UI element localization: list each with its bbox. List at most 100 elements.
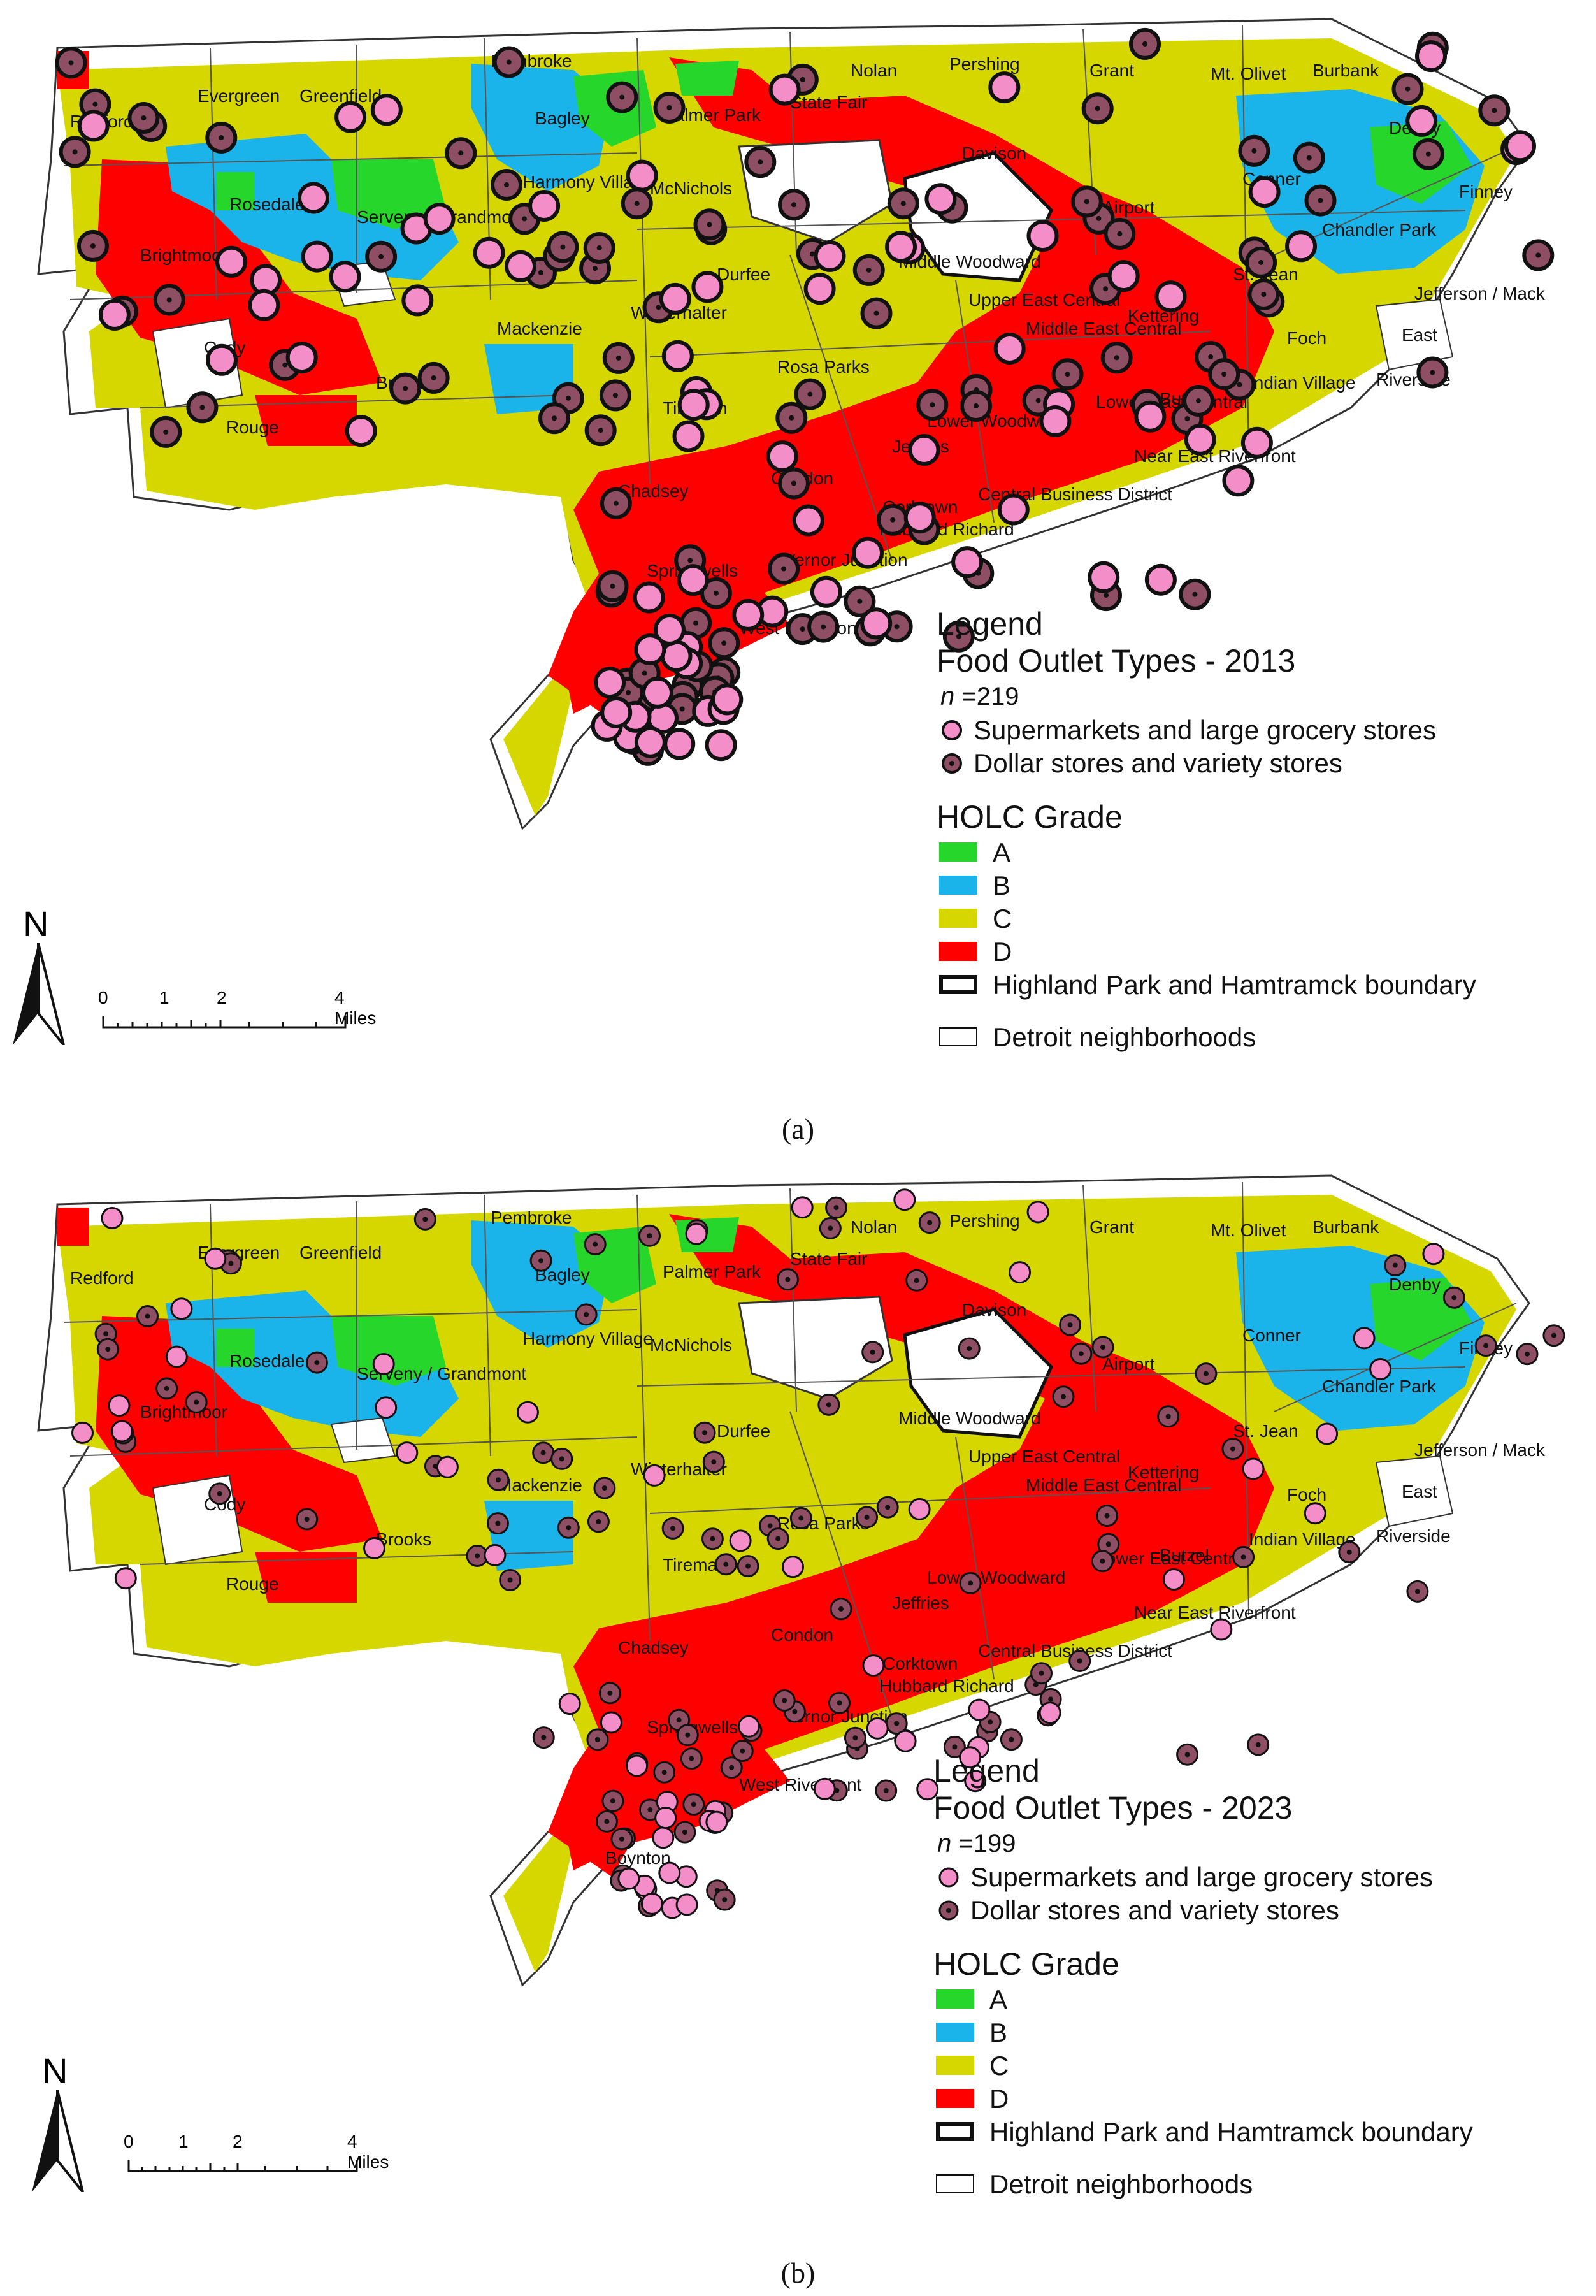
supermarket-point: [505, 250, 536, 282]
legend-n-symbol: n: [937, 1830, 952, 1858]
neighborhood-label: Evergreen: [198, 86, 280, 106]
supermarket-point: [685, 1222, 708, 1245]
supermarket-point: [334, 101, 367, 133]
supermarket-point: [1162, 1568, 1185, 1591]
neighborhood-label: Jeffries: [892, 1593, 949, 1613]
neighborhood-label: State Fair: [790, 1249, 867, 1269]
supermarket-point: [528, 190, 561, 222]
neighborhood-label: East: [1402, 325, 1437, 345]
supermarket-point: [803, 273, 836, 305]
dollar-store-point-center: [890, 517, 896, 523]
supermarket-point: [206, 343, 238, 376]
neighborhood-label: Rosedale: [229, 1351, 305, 1371]
neighborhood-label: Lower East Central: [1096, 392, 1247, 412]
scale-tick-0: 0: [124, 2132, 134, 2151]
supermarket-point: [813, 1777, 836, 1800]
supermarket-point: [626, 1754, 649, 1777]
legend-subtitle: Food Outlet Types - 2023: [933, 1790, 1293, 1826]
neighborhood-label: Grant: [1089, 1217, 1134, 1237]
dollar-store-point-center: [914, 1278, 919, 1283]
supermarket-point: [729, 1529, 752, 1552]
dollar-store-point-center: [894, 1721, 900, 1726]
north-label: N: [42, 2051, 68, 2091]
supermarket-point: [617, 1867, 640, 1890]
dollar-store-point-center: [1306, 155, 1312, 161]
legend-n: n =199: [937, 1826, 1577, 1861]
supermarket-point: [894, 1729, 917, 1752]
dollar-store-point-center: [809, 251, 815, 257]
neighborhood-label: Vernor Junction: [784, 550, 908, 570]
dollar-store-point-center: [873, 310, 879, 316]
legend-grade-c: C: [933, 2049, 1577, 2083]
north-arrow-2013: N: [6, 905, 70, 1048]
legend-title: Legend: [933, 1753, 1040, 1789]
dollar-store-symbol-icon: [938, 1900, 959, 1921]
dollar-store-point-center: [1551, 1332, 1556, 1338]
supermarket-point: [372, 1353, 395, 1375]
dollar-store-point-center: [1184, 416, 1190, 422]
dollar-store-point-center: [1392, 1262, 1398, 1268]
dollar-store-point-center: [798, 1515, 804, 1521]
dollar-store-point-center: [642, 670, 647, 676]
legend-n-symbol: n: [940, 682, 955, 711]
dollar-store-point-center: [1203, 1371, 1209, 1376]
legend-dollar-row: Dollar stores and variety stores: [933, 1894, 1577, 1927]
supermarket-point: [908, 1498, 931, 1520]
supermarket-point: [600, 1711, 622, 1734]
supermarket-point: [345, 415, 377, 447]
supermarket-point: [101, 1207, 124, 1229]
dollar-store-point-center: [1535, 252, 1541, 258]
dollar-store-point-center: [1237, 382, 1242, 387]
dollar-store-point-center: [1084, 199, 1089, 205]
neighborhood-label: Finney: [1459, 182, 1513, 201]
supermarket-point: [1088, 561, 1120, 593]
supermarket-point: [677, 389, 710, 421]
dollar-store-point-center: [72, 149, 78, 155]
supermarket-point: [634, 633, 666, 666]
grade-a-swatch: [939, 842, 977, 862]
supermarket-point: [997, 493, 1030, 526]
supermarket-point: [852, 537, 884, 569]
dollar-store-point-center: [1414, 1589, 1420, 1594]
supermarket-point: [672, 420, 705, 452]
food-outlet-points-2023: [71, 1188, 1565, 1919]
neighborhood-label: Butzel: [1160, 1545, 1209, 1565]
dollar-store-point-center: [1048, 1696, 1054, 1702]
dollar-store-point-center: [837, 1700, 842, 1706]
dollar-store-point-center: [506, 59, 512, 65]
neighborhood-label: Jefferson / Mack: [1414, 1440, 1546, 1460]
dollar-store-point-center: [722, 1897, 728, 1903]
neighborhood-label: Davison: [962, 143, 1026, 163]
dollar-store-point-center: [713, 590, 719, 596]
supermarket-point: [1134, 400, 1167, 433]
dollar-store-point-center: [838, 1606, 844, 1612]
supermarket-point: [285, 342, 318, 374]
supermarket-point: [705, 729, 737, 762]
grade-d-swatch: [939, 942, 977, 961]
dollar-store-point-center: [927, 1220, 933, 1225]
dollar-store-point-center: [403, 386, 408, 391]
supermarket-point: [862, 1654, 885, 1677]
supermarket-point: [792, 504, 824, 537]
dollar-store-point-center: [729, 1765, 735, 1770]
neighborhood-swatch: [936, 2174, 974, 2193]
scale-tick-4: 4 Miles: [334, 988, 377, 1028]
dollar-store-point-center: [833, 1205, 839, 1211]
dollar-store-point-center: [894, 624, 900, 630]
dollar-store-point-center: [661, 1770, 667, 1775]
dollar-store-point-center: [596, 245, 602, 250]
dollar-store-point-center: [828, 1225, 833, 1231]
dollar-store-point-center: [682, 1830, 687, 1835]
supermarket-point: [766, 440, 798, 473]
supermarket-point: [964, 1770, 987, 1793]
supermarket-point: [396, 1441, 419, 1464]
food-outlet-points-2013: [55, 27, 1555, 766]
dollar-store-point-center: [619, 1836, 624, 1842]
supermarket-point: [71, 1421, 94, 1444]
supermarket-point: [215, 245, 248, 278]
dollar-store-point-center: [1230, 1446, 1235, 1452]
neighborhood-label: Boynton: [605, 1848, 671, 1868]
supermarket-point: [654, 1807, 677, 1830]
supermarket-point: [436, 1455, 459, 1478]
supermarket-point: [248, 289, 280, 321]
